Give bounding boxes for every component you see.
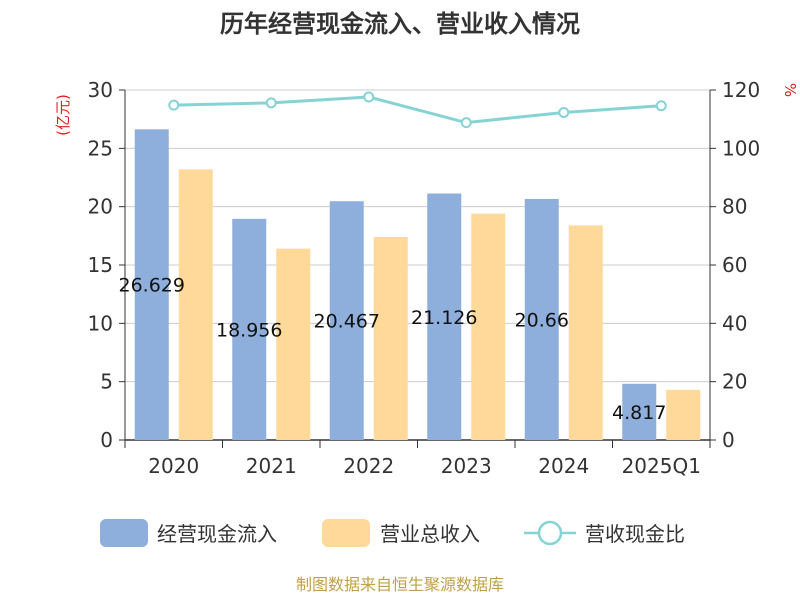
ratio-point bbox=[655, 100, 667, 112]
right-axis-unit: % bbox=[781, 83, 799, 97]
bar-cash-inflow bbox=[427, 193, 462, 440]
x-tick-label: 2025Q1 bbox=[622, 454, 701, 478]
bar-revenue bbox=[471, 213, 506, 440]
left-tick-label: 20 bbox=[88, 195, 113, 219]
bar-cash-inflow bbox=[134, 129, 169, 440]
bar-cash-inflow bbox=[524, 198, 559, 440]
x-tick-label: 2023 bbox=[441, 454, 492, 478]
bar-value-label: 18.956 bbox=[216, 319, 282, 341]
legend-label: 经营现金流入 bbox=[157, 522, 277, 546]
x-tick-label: 2022 bbox=[343, 454, 394, 478]
left-axis-unit: (亿元) bbox=[54, 94, 72, 136]
ratio-line bbox=[168, 91, 667, 129]
legend-label: 营收现金比 bbox=[585, 522, 685, 546]
bar-value-label: 26.629 bbox=[119, 275, 185, 297]
bar-revenue bbox=[568, 225, 603, 440]
data-labels: 26.629 18.956 20.467 21.126 20.66 4.817 bbox=[119, 275, 667, 424]
right-tick-label: 100 bbox=[722, 136, 760, 160]
x-tick-label: 2020 bbox=[148, 454, 199, 478]
legend-swatch-ratio-marker bbox=[537, 520, 563, 546]
axes: 0 5 10 15 20 25 30 0 20 40 60 80 100 120 (亿元)% 2020 2021… bbox=[54, 78, 799, 478]
bar-cash-inflow bbox=[329, 201, 364, 440]
ratio-line-path bbox=[173, 95, 662, 125]
bar-value-label: 20.66 bbox=[515, 309, 569, 331]
ratio-point bbox=[558, 106, 570, 118]
legend: 经营现金流入 营业总收入 营收现金比 bbox=[100, 519, 685, 547]
right-tick-label: 120 bbox=[722, 78, 760, 102]
bars bbox=[134, 129, 701, 441]
left-tick-label: 15 bbox=[88, 253, 113, 277]
ratio-point bbox=[168, 99, 180, 111]
right-tick-label: 0 bbox=[722, 428, 735, 452]
ratio-point bbox=[363, 91, 375, 103]
gridlines bbox=[125, 89, 710, 383]
left-tick-label: 30 bbox=[88, 78, 113, 102]
ratio-point bbox=[265, 97, 277, 109]
bar-revenue bbox=[373, 237, 408, 440]
bar-value-label: 4.817 bbox=[612, 402, 666, 424]
x-tick-label: 2024 bbox=[538, 454, 589, 478]
bar-revenue bbox=[178, 169, 213, 441]
chart-title: 历年经营现金流入、营业收入情况 bbox=[220, 10, 580, 38]
legend-swatch-cash-inflow bbox=[100, 519, 148, 547]
bar-cash-inflow bbox=[622, 383, 657, 440]
left-tick-label: 0 bbox=[100, 428, 113, 452]
legend-swatch-revenue bbox=[322, 519, 370, 547]
legend-label: 营业总收入 bbox=[380, 522, 480, 546]
right-tick-label: 60 bbox=[722, 253, 747, 277]
bar-revenue bbox=[666, 389, 701, 440]
bar-value-label: 21.126 bbox=[411, 307, 477, 329]
bar-value-label: 20.467 bbox=[314, 311, 380, 333]
left-tick-label: 25 bbox=[88, 136, 113, 160]
left-tick-label: 5 bbox=[100, 370, 113, 394]
x-tick-label: 2021 bbox=[246, 454, 297, 478]
source-note: 制图数据来自恒生聚源数据库 bbox=[296, 575, 504, 594]
ratio-point bbox=[460, 117, 472, 129]
right-tick-label: 20 bbox=[722, 370, 747, 394]
bar-revenue bbox=[276, 248, 311, 440]
right-tick-label: 40 bbox=[722, 311, 747, 335]
right-tick-label: 80 bbox=[722, 195, 747, 219]
left-tick-label: 10 bbox=[88, 311, 113, 335]
bar-cash-inflow bbox=[232, 218, 267, 440]
